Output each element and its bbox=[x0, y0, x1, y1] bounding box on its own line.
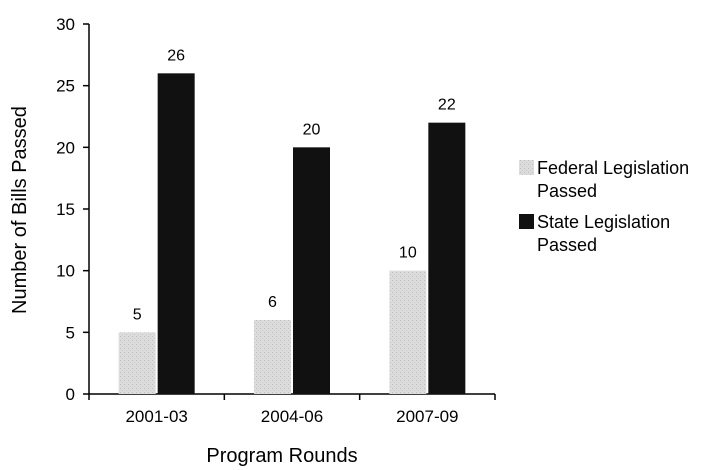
bar-federal bbox=[389, 270, 427, 394]
x-tick-label: 2004-06 bbox=[261, 407, 323, 426]
data-label-state: 26 bbox=[167, 47, 185, 64]
x-axis-title: Program Rounds bbox=[206, 445, 357, 467]
data-label-state: 22 bbox=[438, 97, 456, 114]
axes: 0 5 10 15 20 25 30 2001-03 2004-06 2007-09 bbox=[56, 15, 496, 426]
bar-state bbox=[157, 73, 195, 394]
data-label-federal: 5 bbox=[133, 306, 142, 323]
legend-label-federal-line2: Passed bbox=[537, 181, 597, 201]
legend-label-state-line2: Passed bbox=[537, 235, 597, 255]
data-label-federal: 10 bbox=[399, 245, 417, 262]
bar-federal bbox=[254, 320, 291, 394]
y-tick-label: 10 bbox=[56, 262, 75, 281]
legend-item-state: State Legislation Passed bbox=[519, 212, 670, 255]
bars bbox=[118, 73, 466, 395]
legend: Federal Legislation Passed State Legisla… bbox=[519, 158, 689, 255]
bar-state bbox=[293, 147, 330, 394]
y-tick-label: 25 bbox=[56, 77, 75, 96]
y-tick-label: 30 bbox=[56, 15, 75, 34]
data-label-state: 20 bbox=[303, 121, 321, 138]
bar-state bbox=[428, 122, 466, 395]
legend-label-state-line1: State Legislation bbox=[537, 212, 670, 232]
data-labels: 5 26 6 20 10 22 bbox=[133, 47, 456, 323]
x-tick-label: 2001-03 bbox=[125, 407, 187, 426]
legend-swatch-federal bbox=[519, 160, 534, 175]
y-tick-label: 5 bbox=[66, 323, 75, 342]
legend-swatch-state bbox=[519, 214, 534, 229]
y-tick-label: 20 bbox=[56, 138, 75, 157]
data-label-federal: 6 bbox=[268, 294, 277, 311]
y-axis-title: Number of Bills Passed bbox=[9, 106, 31, 314]
y-tick-label: 15 bbox=[56, 200, 75, 219]
x-tick-label: 2007-09 bbox=[396, 407, 458, 426]
legend-label-federal-line1: Federal Legislation bbox=[537, 158, 689, 178]
legend-item-federal: Federal Legislation Passed bbox=[519, 158, 689, 201]
y-tick-label: 0 bbox=[66, 385, 75, 404]
bar-federal bbox=[118, 332, 156, 394]
